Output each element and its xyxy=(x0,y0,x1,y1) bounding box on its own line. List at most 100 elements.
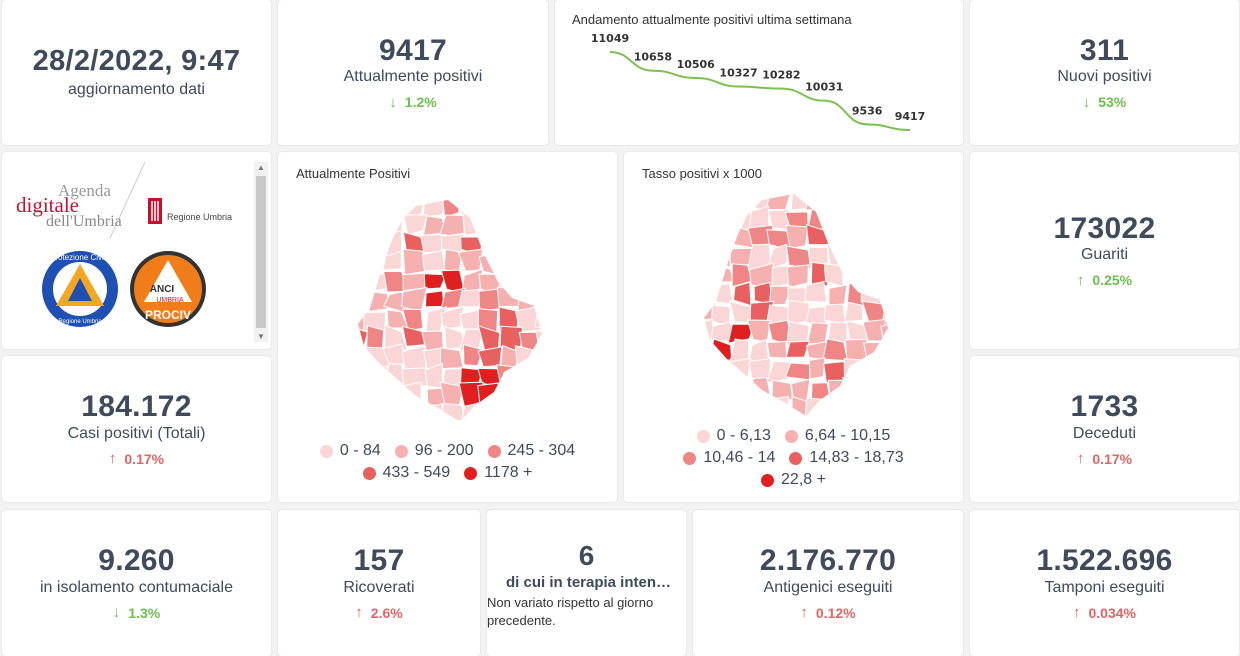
legend-item[interactable]: 245 - 304 xyxy=(487,442,575,460)
municipality-shape[interactable] xyxy=(383,194,404,219)
municipality-shape[interactable] xyxy=(477,382,504,407)
municipality-shape[interactable] xyxy=(861,265,887,283)
municipality-shape[interactable] xyxy=(805,187,832,212)
municipality-shape[interactable] xyxy=(769,395,790,419)
municipality-shape[interactable] xyxy=(827,188,851,213)
municipality-shape[interactable] xyxy=(822,338,849,362)
municipality-shape[interactable] xyxy=(419,403,444,425)
municipality-shape[interactable] xyxy=(495,364,524,389)
municipality-shape[interactable] xyxy=(501,421,523,443)
municipality-shape[interactable] xyxy=(768,285,792,306)
municipality-shape[interactable] xyxy=(882,340,906,365)
municipality-shape[interactable] xyxy=(557,271,576,294)
municipality-shape[interactable] xyxy=(881,302,906,322)
municipality-shape[interactable] xyxy=(439,402,465,422)
municipality-shape[interactable] xyxy=(900,321,923,345)
municipality-shape[interactable] xyxy=(708,229,734,246)
municipality-shape[interactable] xyxy=(535,251,555,271)
municipality-shape[interactable] xyxy=(403,214,428,236)
municipality-shape[interactable] xyxy=(880,280,903,308)
municipality-shape[interactable] xyxy=(497,383,520,407)
municipality-shape[interactable] xyxy=(424,290,445,308)
municipality-shape[interactable] xyxy=(804,397,831,422)
municipality-shape[interactable] xyxy=(863,356,888,381)
municipality-shape[interactable] xyxy=(347,195,371,216)
municipality-shape[interactable] xyxy=(462,213,484,236)
municipality-shape[interactable] xyxy=(496,229,519,254)
municipality-shape[interactable] xyxy=(348,248,369,276)
municipality-shape[interactable] xyxy=(901,285,922,306)
municipality-shape[interactable] xyxy=(514,345,537,372)
municipality-shape[interactable] xyxy=(538,364,553,388)
municipality-shape[interactable] xyxy=(786,264,809,289)
municipality-shape[interactable] xyxy=(880,378,907,400)
municipality-shape[interactable] xyxy=(826,227,850,251)
municipality-shape[interactable] xyxy=(842,376,868,404)
municipality-shape[interactable] xyxy=(714,207,730,233)
municipality-shape[interactable] xyxy=(785,224,809,250)
municipality-shape[interactable] xyxy=(421,428,447,443)
municipality-shape[interactable] xyxy=(808,357,826,380)
municipality-shape[interactable] xyxy=(400,402,424,426)
municipality-shape[interactable] xyxy=(732,281,752,307)
municipality-shape[interactable] xyxy=(477,213,505,236)
municipality-shape[interactable] xyxy=(690,395,714,422)
municipality-shape[interactable] xyxy=(499,402,524,424)
municipality-shape[interactable] xyxy=(516,197,540,217)
municipality-shape[interactable] xyxy=(519,423,535,444)
municipality-shape[interactable] xyxy=(556,382,580,408)
municipality-shape[interactable] xyxy=(746,376,772,403)
municipality-shape[interactable] xyxy=(828,284,848,306)
municipality-shape[interactable] xyxy=(560,236,580,256)
municipality-shape[interactable] xyxy=(440,423,462,441)
municipality-shape[interactable] xyxy=(382,250,402,271)
municipality-shape[interactable] xyxy=(900,246,921,267)
legend-item[interactable]: 14,83 - 18,73 xyxy=(789,449,904,467)
municipality-shape[interactable] xyxy=(366,402,390,423)
municipality-shape[interactable] xyxy=(514,305,542,333)
municipality-shape[interactable] xyxy=(383,401,407,423)
municipality-shape[interactable] xyxy=(421,250,446,272)
municipality-shape[interactable] xyxy=(863,204,887,233)
municipality-shape[interactable] xyxy=(441,194,461,219)
municipality-shape[interactable] xyxy=(558,251,579,273)
municipality-shape[interactable] xyxy=(843,245,869,271)
legend-item[interactable]: 433 - 549 xyxy=(362,464,450,482)
municipality-shape[interactable] xyxy=(459,308,484,330)
municipality-shape[interactable] xyxy=(555,288,577,312)
municipality-shape[interactable] xyxy=(362,365,389,384)
municipality-shape[interactable] xyxy=(708,379,735,402)
municipality-shape[interactable] xyxy=(363,248,385,273)
municipality-shape[interactable] xyxy=(560,331,578,351)
municipality-shape[interactable] xyxy=(349,267,370,296)
municipality-shape[interactable] xyxy=(514,268,539,293)
municipality-shape[interactable] xyxy=(367,212,390,236)
municipality-shape[interactable] xyxy=(534,330,554,351)
municipality-shape[interactable] xyxy=(351,363,372,386)
municipality-shape[interactable] xyxy=(691,263,714,287)
municipality-shape[interactable] xyxy=(534,404,561,423)
municipality-shape[interactable] xyxy=(823,303,846,325)
municipality-shape[interactable] xyxy=(880,205,904,231)
municipality-shape[interactable] xyxy=(515,212,542,237)
municipality-shape[interactable] xyxy=(536,383,561,410)
municipality-shape[interactable] xyxy=(731,375,756,401)
municipality-shape[interactable] xyxy=(715,397,732,418)
municipality-shape[interactable] xyxy=(692,379,717,402)
municipality-shape[interactable] xyxy=(693,242,712,269)
municipality-shape[interactable] xyxy=(824,396,850,421)
municipality-shape[interactable] xyxy=(692,208,716,226)
logos-scrollbar[interactable]: ▲ ▼ xyxy=(254,162,268,342)
municipality-shape[interactable] xyxy=(766,340,788,359)
scroll-down-icon[interactable]: ▼ xyxy=(257,332,265,341)
municipality-shape[interactable] xyxy=(862,225,885,245)
legend-item[interactable]: 22,8 + xyxy=(761,471,826,489)
municipality-shape[interactable] xyxy=(516,400,538,424)
municipality-shape[interactable] xyxy=(904,304,926,322)
municipality-shape[interactable] xyxy=(843,187,869,214)
municipality-shape[interactable] xyxy=(554,309,580,328)
municipality-shape[interactable] xyxy=(882,226,904,252)
municipality-shape[interactable] xyxy=(843,358,866,383)
municipality-shape[interactable] xyxy=(364,193,391,216)
